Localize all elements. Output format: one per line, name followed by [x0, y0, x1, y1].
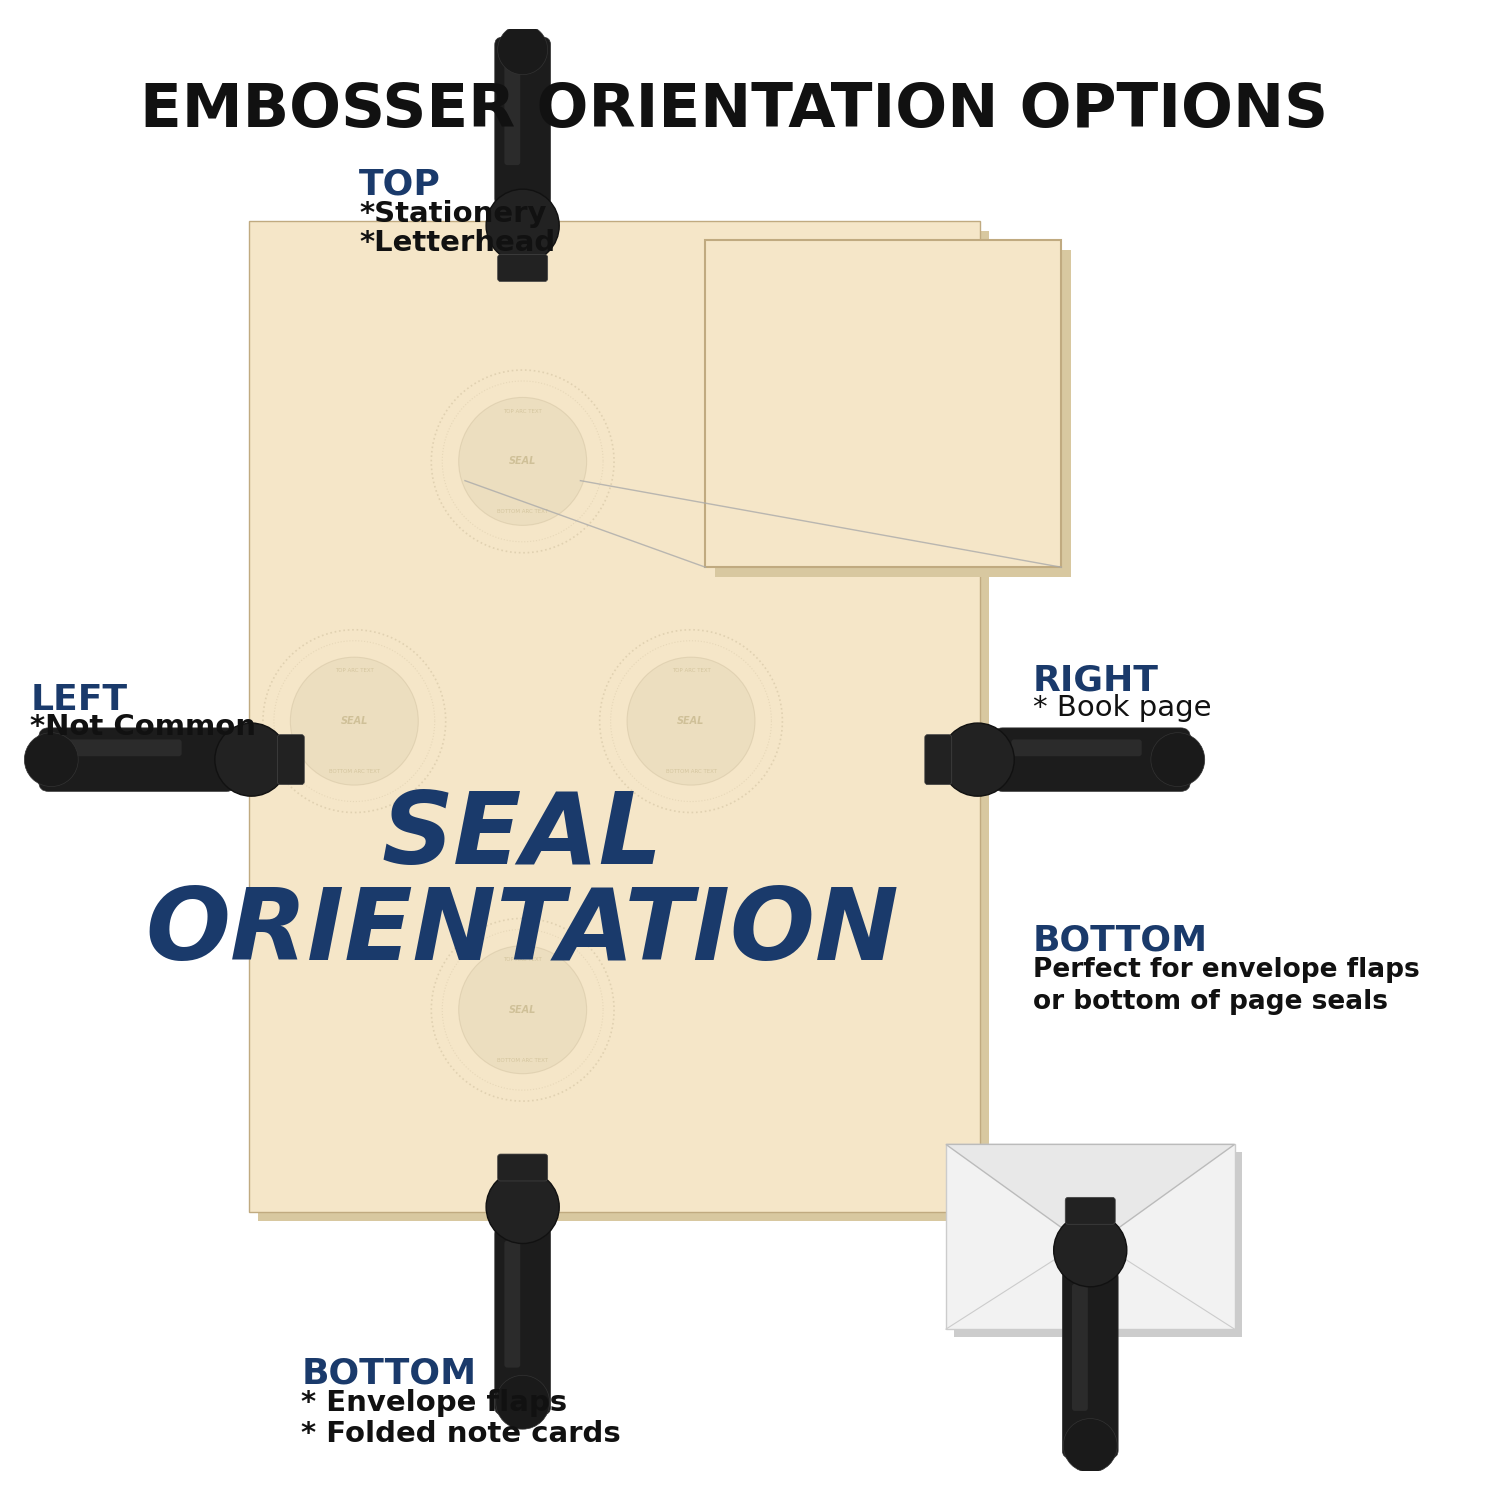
Text: RIGHT: RIGHT: [1032, 663, 1158, 698]
Circle shape: [1150, 732, 1204, 786]
FancyBboxPatch shape: [278, 735, 304, 784]
FancyBboxPatch shape: [51, 740, 182, 756]
FancyBboxPatch shape: [716, 251, 1071, 578]
Text: *Not Common: *Not Common: [30, 714, 256, 741]
FancyBboxPatch shape: [498, 255, 548, 282]
FancyBboxPatch shape: [495, 1226, 550, 1414]
FancyBboxPatch shape: [498, 1154, 548, 1180]
Text: TOP ARC TEXT: TOP ARC TEXT: [1071, 1174, 1110, 1179]
Circle shape: [486, 1170, 560, 1244]
Circle shape: [627, 657, 754, 784]
Circle shape: [789, 309, 978, 498]
FancyBboxPatch shape: [249, 220, 980, 1212]
Circle shape: [1053, 1214, 1126, 1287]
FancyBboxPatch shape: [495, 38, 550, 207]
Text: BOTTOM ARC TEXT: BOTTOM ARC TEXT: [837, 472, 930, 483]
Polygon shape: [946, 1144, 1234, 1248]
FancyBboxPatch shape: [993, 728, 1191, 792]
Circle shape: [1064, 1419, 1118, 1473]
Text: *Stationery: *Stationery: [358, 200, 546, 228]
FancyBboxPatch shape: [504, 51, 520, 165]
Text: SEAL: SEAL: [856, 394, 910, 412]
Text: BOTTOM: BOTTOM: [1032, 922, 1208, 957]
FancyBboxPatch shape: [258, 231, 989, 1221]
Circle shape: [459, 946, 586, 1074]
FancyBboxPatch shape: [495, 1186, 550, 1219]
Text: * Folded note cards: * Folded note cards: [302, 1419, 621, 1448]
Text: Perfect for envelope flaps: Perfect for envelope flaps: [1032, 957, 1419, 982]
FancyBboxPatch shape: [954, 1152, 1242, 1336]
Text: SEAL: SEAL: [678, 716, 705, 726]
FancyBboxPatch shape: [1062, 1269, 1118, 1458]
Text: BOTTOM: BOTTOM: [302, 1356, 477, 1390]
Text: SEAL: SEAL: [340, 716, 368, 726]
Circle shape: [24, 732, 78, 786]
Text: TOP ARC TEXT: TOP ARC TEXT: [672, 669, 711, 674]
FancyBboxPatch shape: [1011, 740, 1142, 756]
Text: BOTTOM ARC TEXT: BOTTOM ARC TEXT: [666, 770, 717, 774]
FancyBboxPatch shape: [926, 735, 951, 784]
Circle shape: [495, 1376, 549, 1429]
Text: BOTTOM ARC TEXT: BOTTOM ARC TEXT: [328, 770, 380, 774]
FancyBboxPatch shape: [957, 732, 990, 788]
Text: BOTTOM ARC TEXT: BOTTOM ARC TEXT: [496, 509, 548, 515]
Text: * Book page: * Book page: [1032, 694, 1211, 721]
Text: EMBOSSER ORIENTATION OPTIONS: EMBOSSER ORIENTATION OPTIONS: [140, 81, 1329, 141]
Text: TOP ARC TEXT: TOP ARC TEXT: [849, 324, 918, 334]
Circle shape: [459, 398, 586, 525]
FancyBboxPatch shape: [1065, 1197, 1116, 1224]
Text: BOTTOM ARC TEXT: BOTTOM ARC TEXT: [1065, 1226, 1116, 1230]
FancyBboxPatch shape: [946, 1144, 1234, 1329]
Circle shape: [1058, 1170, 1122, 1234]
Text: TOP ARC TEXT: TOP ARC TEXT: [334, 669, 374, 674]
Text: TOP ARC TEXT: TOP ARC TEXT: [504, 408, 542, 414]
Circle shape: [214, 723, 288, 797]
Text: BOTTOM ARC TEXT: BOTTOM ARC TEXT: [496, 1058, 548, 1062]
Circle shape: [486, 189, 560, 262]
Circle shape: [498, 24, 548, 75]
Circle shape: [291, 657, 418, 784]
Text: TOP ARC TEXT: TOP ARC TEXT: [504, 957, 542, 962]
Text: * Envelope flaps: * Envelope flaps: [302, 1389, 567, 1417]
Circle shape: [940, 723, 1014, 797]
Text: SEAL: SEAL: [509, 456, 537, 466]
FancyBboxPatch shape: [504, 1240, 520, 1368]
Text: SEAL: SEAL: [1077, 1197, 1104, 1208]
Text: or bottom of page seals: or bottom of page seals: [1032, 988, 1388, 1014]
FancyBboxPatch shape: [495, 213, 550, 246]
Text: SEAL: SEAL: [509, 1005, 537, 1014]
FancyBboxPatch shape: [1062, 1230, 1118, 1263]
Text: *Letterhead: *Letterhead: [358, 228, 555, 256]
FancyBboxPatch shape: [238, 732, 272, 788]
FancyBboxPatch shape: [705, 240, 1062, 567]
Text: TOP: TOP: [358, 168, 441, 202]
Text: ORIENTATION: ORIENTATION: [146, 885, 900, 981]
Text: SEAL: SEAL: [382, 788, 663, 885]
FancyBboxPatch shape: [39, 728, 236, 792]
Text: LEFT: LEFT: [30, 682, 128, 717]
FancyBboxPatch shape: [1072, 1284, 1088, 1412]
